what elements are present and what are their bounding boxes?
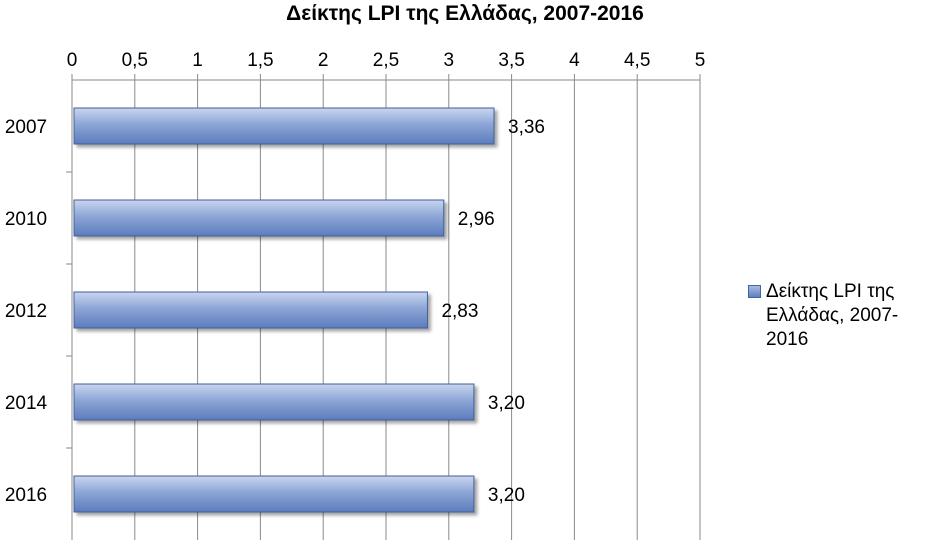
x-tick-label: 2 <box>318 50 329 71</box>
bar-2007 <box>73 107 495 145</box>
data-label: 3,36 <box>508 117 545 138</box>
bars <box>73 107 495 513</box>
x-tick-label: 0 <box>67 50 78 71</box>
x-tick-label: 4 <box>569 50 580 71</box>
category-label: 2007 <box>5 117 47 138</box>
x-tick-label: 3,5 <box>498 50 524 71</box>
bar-2012 <box>73 291 428 329</box>
x-tick-labels: 0 0,5 1 1,5 2 2,5 3 3,5 4 4,5 5 <box>67 50 706 71</box>
x-tick-label: 1,5 <box>247 50 273 71</box>
bar-2016 <box>73 475 475 513</box>
category-label: 2012 <box>5 301 47 322</box>
data-label: 3,20 <box>488 393 525 414</box>
x-tick-label: 1 <box>192 50 203 71</box>
data-labels: 3,36 2,96 2,83 3,20 3,20 <box>441 117 545 506</box>
x-tick-label: 2,5 <box>373 50 399 71</box>
data-label: 2,96 <box>458 209 495 230</box>
bar-2014 <box>73 383 475 421</box>
category-labels: 2007 2010 2012 2014 2016 <box>5 117 48 506</box>
chart-title: Δείκτης LPI της Ελλάδας, 2007-2016 <box>286 2 644 25</box>
legend-swatch <box>748 285 761 298</box>
x-tick-label: 0,5 <box>122 50 148 71</box>
category-label: 2016 <box>5 485 47 506</box>
bar-2010 <box>73 199 445 237</box>
x-tick-label: 3 <box>444 50 455 71</box>
category-label: 2014 <box>5 393 48 414</box>
data-label: 2,83 <box>441 301 478 322</box>
legend-label: Δείκτης LPI της Ελλάδας, 2007-2016 <box>766 281 899 350</box>
x-tick-label: 5 <box>695 50 706 71</box>
data-label: 3,20 <box>488 485 525 506</box>
axes <box>66 74 701 540</box>
category-label: 2010 <box>5 209 47 230</box>
x-tick-label: 4,5 <box>624 50 650 71</box>
